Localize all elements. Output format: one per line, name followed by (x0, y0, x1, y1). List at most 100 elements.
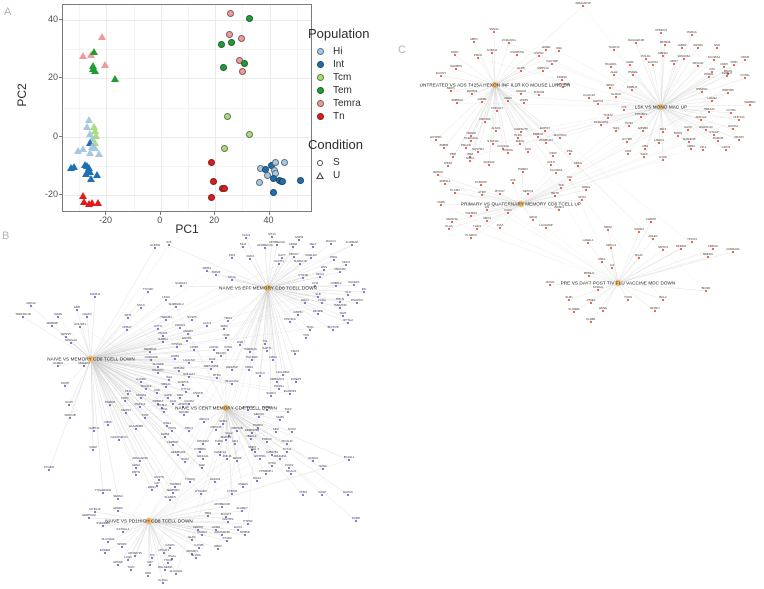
gene-node[interactable] (744, 77, 746, 79)
gene-set-hub-node[interactable] (87, 355, 95, 363)
gene-node[interactable] (465, 147, 467, 149)
gene-node[interactable] (259, 375, 261, 377)
gene-node[interactable] (144, 417, 146, 419)
gene-node[interactable] (134, 555, 136, 557)
gene-node[interactable] (470, 237, 472, 239)
gene-node[interactable] (550, 164, 552, 166)
gene-node[interactable] (169, 547, 171, 549)
gene-node[interactable] (151, 557, 153, 559)
gene-node[interactable] (186, 340, 188, 342)
gene-node[interactable] (249, 258, 251, 260)
gene-node[interactable] (732, 128, 734, 130)
gene-node[interactable] (183, 414, 185, 416)
gene-node[interactable] (130, 569, 132, 571)
gene-node[interactable] (355, 520, 357, 522)
gene-node[interactable] (732, 251, 734, 253)
gene-node[interactable] (554, 195, 556, 197)
gene-node[interactable] (304, 302, 306, 304)
gene-node[interactable] (590, 302, 592, 304)
gene-node[interactable] (293, 256, 295, 258)
gene-node[interactable] (339, 271, 341, 273)
gene-node[interactable] (437, 174, 439, 176)
gene-node[interactable] (264, 247, 266, 249)
gene-node[interactable] (117, 498, 119, 500)
gene-node[interactable] (276, 381, 278, 383)
gene-node[interactable] (551, 63, 553, 65)
gene-node[interactable] (295, 381, 297, 383)
gene-node[interactable] (289, 393, 291, 395)
gene-node[interactable] (147, 575, 149, 577)
gene-node[interactable] (705, 290, 707, 292)
gene-node[interactable] (477, 151, 479, 153)
gene-node[interactable] (440, 75, 442, 77)
gene-node[interactable] (69, 417, 71, 419)
gene-node[interactable] (705, 129, 707, 131)
gene-node[interactable] (302, 494, 304, 496)
gene-node[interactable] (312, 246, 314, 248)
gene-node[interactable] (322, 468, 324, 470)
gene-node[interactable] (662, 299, 664, 301)
gene-node[interactable] (290, 473, 292, 475)
gene-node[interactable] (188, 362, 190, 364)
gene-node[interactable] (701, 91, 703, 93)
gene-node[interactable] (125, 412, 127, 414)
gene-node[interactable] (179, 327, 181, 329)
gene-node[interactable] (149, 351, 151, 353)
gene-set-hub-node[interactable] (145, 517, 153, 525)
gene-node[interactable] (216, 377, 218, 379)
gene-node[interactable] (711, 71, 713, 73)
gene-node[interactable] (157, 366, 159, 368)
gene-node[interactable] (319, 276, 321, 278)
gene-node[interactable] (256, 480, 258, 482)
gene-node[interactable] (726, 75, 728, 77)
gene-node[interactable] (691, 34, 693, 36)
gene-node[interactable] (658, 142, 660, 144)
gene-node[interactable] (135, 428, 137, 430)
gene-node[interactable] (712, 248, 714, 250)
gene-node[interactable] (512, 182, 514, 184)
gene-node[interactable] (231, 493, 233, 495)
gene-node[interactable] (198, 547, 200, 549)
gene-node[interactable] (227, 521, 229, 523)
gene-node[interactable] (502, 148, 504, 150)
gene-node[interactable] (180, 285, 182, 287)
gene-node[interactable] (178, 370, 180, 372)
gene-node[interactable] (163, 411, 165, 413)
gene-node[interactable] (351, 244, 353, 246)
gene-node[interactable] (650, 221, 652, 223)
gene-node[interactable] (168, 244, 170, 246)
gene-node[interactable] (226, 540, 228, 542)
gene-node[interactable] (568, 299, 570, 301)
gene-node[interactable] (175, 306, 177, 308)
gene-set-hub-node[interactable] (614, 279, 622, 287)
gene-node[interactable] (516, 54, 518, 56)
gene-node[interactable] (227, 320, 229, 322)
gene-node[interactable] (302, 277, 304, 279)
gene-node[interactable] (165, 319, 167, 321)
gene-node[interactable] (713, 134, 715, 136)
gene-node[interactable] (562, 86, 564, 88)
gene-node[interactable] (127, 393, 129, 395)
gene-node[interactable] (227, 349, 229, 351)
gene-node[interactable] (164, 569, 166, 571)
gene-node[interactable] (231, 279, 233, 281)
gene-node[interactable] (700, 119, 702, 121)
gene-node[interactable] (363, 291, 365, 293)
gene-node[interactable] (279, 458, 281, 460)
gene-node[interactable] (281, 257, 283, 259)
gene-node[interactable] (486, 209, 488, 211)
gene-node[interactable] (469, 160, 471, 162)
gene-node[interactable] (323, 269, 325, 271)
gene-node[interactable] (165, 299, 167, 301)
gene-node[interactable] (200, 493, 202, 495)
gene-node[interactable] (644, 148, 646, 150)
gene-node[interactable] (150, 359, 152, 361)
gene-node[interactable] (577, 165, 579, 167)
gene-node[interactable] (241, 510, 243, 512)
legend-item-hi[interactable]: Hi (312, 45, 390, 58)
gene-node[interactable] (151, 489, 153, 491)
gene-node[interactable] (544, 130, 546, 132)
gene-node[interactable] (231, 257, 233, 259)
gene-node[interactable] (245, 237, 247, 239)
gene-node[interactable] (156, 485, 158, 487)
